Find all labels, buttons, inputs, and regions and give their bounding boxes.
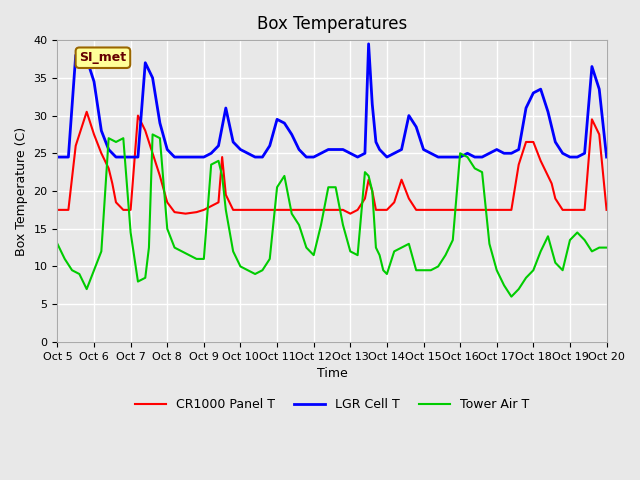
LGR Cell T	[603, 154, 611, 160]
Line: CR1000 Panel T: CR1000 Panel T	[58, 112, 607, 214]
Tower Air T	[390, 249, 398, 254]
CR1000 Panel T	[54, 207, 61, 213]
CR1000 Panel T	[295, 207, 303, 213]
Tower Air T	[365, 173, 372, 179]
Text: SI_met: SI_met	[79, 51, 127, 64]
LGR Cell T	[244, 150, 252, 156]
CR1000 Panel T	[182, 211, 189, 216]
LGR Cell T	[54, 154, 61, 160]
Tower Air T	[603, 245, 611, 251]
LGR Cell T	[303, 154, 310, 160]
Tower Air T	[456, 150, 464, 156]
LGR Cell T	[346, 150, 354, 156]
CR1000 Panel T	[303, 207, 310, 213]
Tower Air T	[54, 241, 61, 247]
Title: Box Temperatures: Box Temperatures	[257, 15, 407, 33]
Tower Air T	[559, 267, 566, 273]
Line: LGR Cell T: LGR Cell T	[58, 44, 607, 157]
Y-axis label: Box Temperature (C): Box Temperature (C)	[15, 126, 28, 255]
CR1000 Panel T	[214, 200, 222, 205]
LGR Cell T	[456, 154, 464, 160]
Tower Air T	[148, 132, 156, 137]
LGR Cell T	[365, 41, 372, 47]
Tower Air T	[500, 282, 508, 288]
X-axis label: Time: Time	[317, 367, 348, 380]
CR1000 Panel T	[83, 109, 90, 115]
Tower Air T	[537, 249, 545, 254]
CR1000 Panel T	[471, 207, 479, 213]
CR1000 Panel T	[603, 207, 611, 213]
CR1000 Panel T	[222, 192, 230, 198]
LGR Cell T	[156, 120, 164, 126]
Line: Tower Air T: Tower Air T	[58, 134, 607, 297]
LGR Cell T	[97, 128, 105, 133]
Legend: CR1000 Panel T, LGR Cell T, Tower Air T: CR1000 Panel T, LGR Cell T, Tower Air T	[130, 394, 534, 417]
Tower Air T	[508, 294, 515, 300]
CR1000 Panel T	[383, 207, 391, 213]
